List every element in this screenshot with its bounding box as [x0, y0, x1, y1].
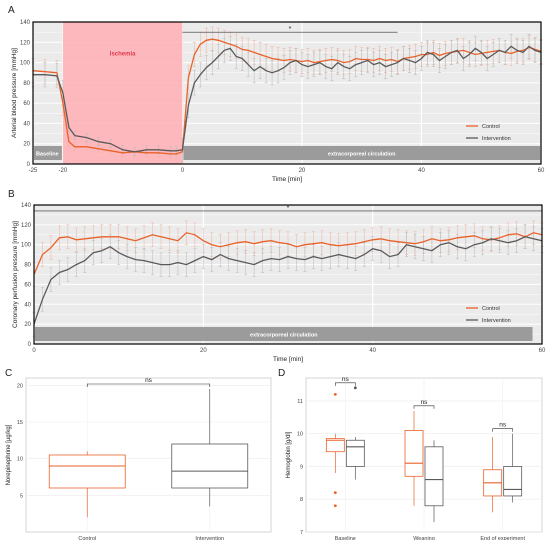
x-tick-label: 20: [200, 348, 207, 354]
y-tick-label: 10: [17, 457, 23, 463]
box-outlier: [333, 491, 337, 495]
x-tick-label: 40: [369, 348, 376, 354]
x-tick-label: 40: [418, 168, 425, 174]
panel-letter-B: B: [8, 189, 15, 200]
y-tick-label: 60: [24, 282, 31, 288]
y-tick-label: 8: [300, 497, 303, 503]
x-tick-label: -20: [59, 168, 68, 174]
x-tick-label: -25: [29, 168, 38, 174]
panel-A: Ischemia Baseline extracorporeal circulati…: [11, 20, 545, 183]
y-axis-label: Coronary perfusion pressure [mmHg]: [12, 221, 19, 328]
panel-D: 7 8 9 10 11 Baseline Weaning End of experiment n…: [286, 376, 543, 540]
box-intervention: [171, 443, 249, 489]
panel-C: 5 10 15 20 Control Intervention ns Norepinephri…: [6, 377, 272, 540]
x-tick-label: 20: [299, 168, 306, 174]
x-tick-label: Control: [78, 536, 96, 540]
timeline-bar: [183, 146, 541, 160]
x-tick-label: 0: [32, 348, 36, 354]
x-tick-label: Weaning: [413, 536, 435, 540]
significance-bracket: [492, 428, 513, 432]
x-tick-label: 60: [538, 168, 545, 174]
box-control: [325, 438, 345, 453]
box-outlier: [333, 504, 337, 508]
ischemia-region: [62, 22, 183, 164]
box-intervention: [424, 446, 444, 507]
series-line-control: [32, 38, 542, 155]
y-tick-label: 9: [300, 464, 303, 470]
significance-bracket: [86, 383, 211, 387]
y-tick-label: 100: [21, 243, 32, 249]
y-axis-label: Hemoglobin [g/dl]: [286, 431, 292, 478]
ischemia-label: Ischemia: [110, 51, 136, 57]
y-axis-label: Arterial blood pressure [mmHg]: [11, 48, 18, 138]
y-tick-label: 40: [24, 302, 31, 308]
y-tick-label: 100: [20, 61, 31, 67]
y-tick-label: 20: [23, 142, 30, 148]
y-tick-label: 140: [21, 203, 32, 209]
y-tick-label: 0: [27, 162, 31, 168]
x-tick-label: 0: [181, 168, 185, 174]
y-tick-label: 80: [23, 81, 30, 87]
x-axis-label: Time [min]: [272, 176, 302, 183]
timeline-bar-label: extracorporeal circulation: [328, 152, 396, 158]
plot-frame: [32, 21, 542, 165]
significance-label: ns: [145, 377, 153, 384]
panel-letter-A: A: [8, 5, 15, 16]
box-intervention: [345, 439, 365, 467]
x-tick-label: Intervention: [195, 536, 224, 540]
y-tick-label: 40: [23, 121, 30, 127]
plot-frame: [33, 204, 543, 345]
legend-label: Intervention: [482, 318, 511, 324]
y-tick-label: 140: [20, 20, 31, 26]
y-tick-label: 10: [297, 432, 303, 438]
timeline-bar-label: Baseline: [36, 152, 59, 158]
series-line-intervention: [33, 45, 542, 153]
x-tick-label: End of experiment: [480, 536, 525, 540]
y-tick-label: 20: [17, 383, 23, 389]
x-tick-label: Baseline: [335, 536, 356, 540]
significance-label: ns: [342, 376, 350, 383]
series-line-intervention: [33, 236, 543, 325]
panel-letter-D: D: [278, 368, 285, 379]
legend-label: Intervention: [482, 136, 511, 142]
panel-B: extracorporeal circulation * Control Interv…: [12, 203, 546, 363]
x-axis-label: Time [min]: [273, 356, 303, 363]
y-axis-label: Norepinephrine [µg/kg]: [6, 424, 12, 485]
y-tick-label: 120: [20, 40, 31, 46]
significance-label: ns: [499, 422, 507, 429]
significance-bracket: [335, 382, 356, 386]
y-tick-label: 0: [28, 342, 32, 348]
box-control: [404, 430, 424, 477]
panel-letter-C: C: [5, 368, 12, 379]
y-tick-label: 7: [300, 530, 303, 536]
y-tick-label: 5: [20, 493, 23, 499]
y-tick-label: 60: [23, 101, 30, 107]
y-tick-label: 15: [17, 420, 23, 426]
timeline-bar: [35, 327, 533, 341]
box-outlier: [353, 386, 357, 390]
timeline-bar: [34, 146, 62, 160]
timeline-bar-label: extracorporeal circulation: [250, 333, 318, 339]
significance-label: *: [287, 205, 290, 212]
legend-label: Control: [482, 124, 500, 130]
legend-label: Control: [482, 306, 500, 312]
box-outlier: [333, 392, 337, 396]
y-tick-label: 20: [24, 322, 31, 328]
box-control: [48, 454, 126, 489]
significance-label: ns: [421, 399, 429, 406]
significance-bracket: [413, 405, 435, 409]
y-tick-label: 11: [297, 399, 303, 405]
x-tick-label: 60: [539, 348, 546, 354]
box-intervention: [503, 466, 523, 497]
y-tick-label: 80: [24, 263, 31, 269]
significance-label: *: [289, 26, 292, 33]
y-tick-label: 120: [21, 223, 32, 229]
series-line-control: [33, 232, 543, 275]
